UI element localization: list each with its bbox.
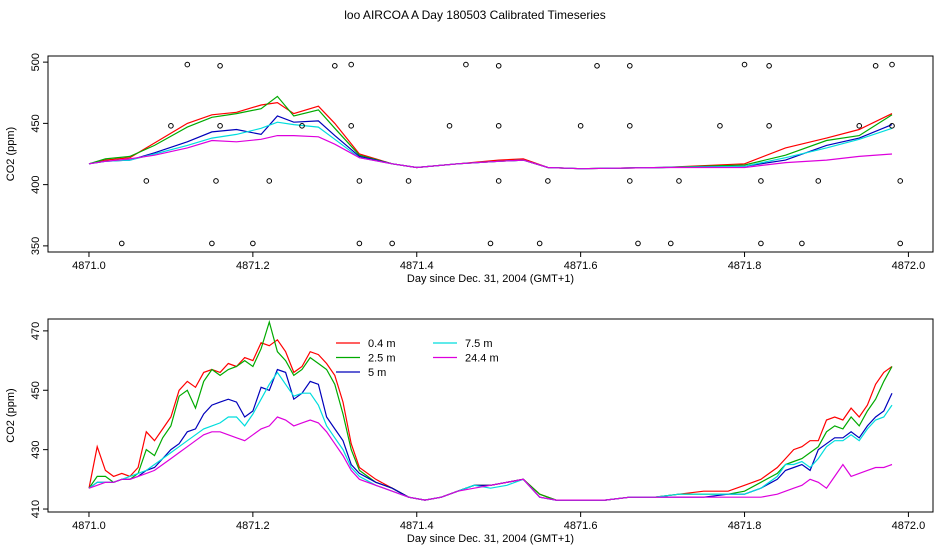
legend-label: 7.5 m (465, 338, 493, 350)
status-marker (348, 61, 354, 68)
status-marker (872, 63, 879, 69)
status-marker (766, 123, 772, 129)
status-marker (389, 240, 395, 247)
y-tick-label: 400 (30, 175, 42, 193)
chart-title: loo AIRCOA A Day 180503 Calibrated Times… (344, 8, 606, 22)
status-marker (676, 178, 682, 184)
status-marker (348, 123, 354, 129)
status-marker (184, 61, 191, 68)
status-marker (741, 61, 748, 68)
x-tick-label: 4871.4 (400, 260, 434, 272)
status-marker (635, 240, 641, 247)
legend-label: 24.4 m (465, 353, 499, 365)
status-marker (266, 178, 273, 184)
x-tick-label: 4871.6 (564, 520, 598, 532)
x-axis-title: Day since Dec. 31, 2004 (GMT+1) (407, 533, 574, 545)
status-marker (213, 178, 219, 184)
status-marker (405, 178, 412, 184)
series-line-0-4-m (88, 338, 893, 501)
x-tick-label: 4871.0 (72, 520, 106, 532)
status-marker (168, 123, 174, 129)
status-marker (463, 61, 469, 68)
status-marker (118, 240, 125, 247)
y-axis-title: CO2 (ppm) (5, 127, 17, 181)
status-marker (332, 63, 338, 69)
x-tick-label: 4871.6 (564, 260, 598, 272)
status-marker (897, 240, 904, 247)
legend-label: 5 m (368, 367, 386, 379)
y-tick-label: 410 (30, 500, 42, 518)
status-marker (856, 123, 863, 129)
series-line (88, 135, 893, 170)
status-marker (815, 178, 822, 184)
status-marker (209, 240, 215, 247)
status-marker (577, 123, 584, 129)
x-tick-label: 4871.2 (236, 520, 270, 532)
y-tick-label: 350 (30, 237, 42, 255)
status-marker (758, 240, 764, 247)
status-marker (487, 240, 494, 247)
status-marker (495, 178, 502, 184)
status-marker (897, 178, 904, 184)
legend-label: 2.5 m (368, 353, 396, 365)
status-marker (495, 123, 502, 129)
x-tick-label: 4871.8 (728, 520, 762, 532)
x-tick-label: 4872.0 (892, 520, 926, 532)
x-axis-title: Day since Dec. 31, 2004 (GMT+1) (407, 273, 574, 285)
series-line-5-m (88, 368, 893, 501)
y-tick-label: 430 (30, 440, 42, 458)
status-marker (717, 123, 723, 129)
status-marker (299, 123, 305, 129)
plot-frame (47, 318, 934, 513)
plot-frame (47, 55, 934, 253)
y-tick-label: 450 (30, 381, 42, 399)
status-marker (766, 63, 772, 69)
status-marker (356, 240, 363, 247)
y-tick-label: 450 (30, 114, 42, 132)
x-tick-label: 4871.2 (236, 260, 270, 272)
x-tick-label: 4872.0 (892, 260, 926, 272)
status-marker (627, 63, 633, 69)
status-marker (217, 63, 223, 69)
status-marker (446, 123, 453, 129)
status-marker (627, 123, 633, 129)
legend-label: 0.4 m (368, 338, 396, 350)
status-marker (889, 61, 895, 68)
status-marker (627, 178, 633, 184)
status-marker (545, 178, 551, 184)
x-tick-label: 4871.4 (400, 520, 434, 532)
plot-area (88, 319, 893, 501)
status-marker (217, 123, 223, 129)
y-tick-label: 500 (30, 53, 42, 71)
status-marker (799, 240, 805, 247)
status-marker (495, 63, 502, 69)
status-marker (250, 240, 256, 247)
status-marker (143, 178, 150, 184)
plot-area (88, 95, 893, 170)
status-marker (594, 63, 600, 69)
x-tick-label: 4871.0 (72, 260, 106, 272)
status-marker (536, 240, 543, 247)
status-marker (356, 178, 363, 184)
status-marker (758, 178, 764, 184)
series-line-24-4-m (88, 416, 893, 501)
x-tick-label: 4871.8 (728, 260, 762, 272)
status-marker (889, 123, 895, 129)
series-line-7-5-m (88, 371, 893, 501)
y-tick-label: 470 (30, 322, 42, 340)
status-marker (667, 240, 674, 247)
y-axis-title: CO2 (ppm) (5, 388, 17, 442)
